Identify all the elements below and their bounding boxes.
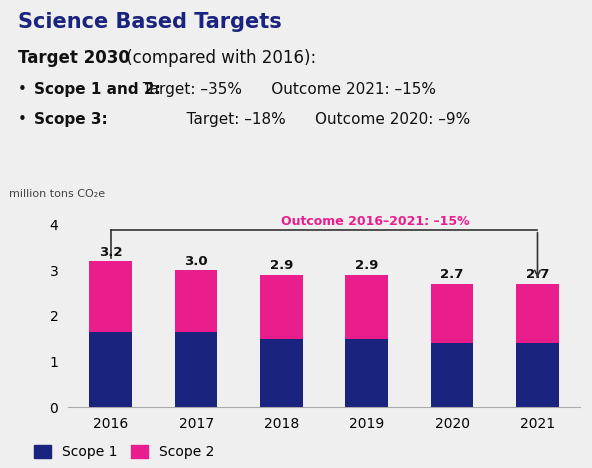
Text: •: •: [18, 82, 27, 97]
Text: 2.9: 2.9: [270, 259, 293, 272]
Text: Scope 1 and 2:: Scope 1 and 2:: [34, 82, 161, 97]
Bar: [516, 343, 559, 407]
Bar: [346, 338, 388, 407]
Bar: [175, 332, 217, 407]
Bar: [89, 261, 132, 332]
Bar: [260, 275, 303, 338]
Text: Scope 3:: Scope 3:: [34, 112, 108, 127]
Text: Science Based Targets: Science Based Targets: [18, 12, 282, 32]
Text: 2.9: 2.9: [355, 259, 378, 272]
Text: million tons CO₂e: million tons CO₂e: [9, 189, 105, 199]
Text: •: •: [18, 112, 27, 127]
Legend: Scope 1, Scope 2: Scope 1, Scope 2: [34, 445, 214, 459]
Bar: [516, 284, 559, 343]
Text: 3.2: 3.2: [99, 246, 123, 259]
Text: 3.0: 3.0: [184, 255, 208, 268]
Text: Target 2030: Target 2030: [18, 49, 130, 67]
Text: Target: –18%      Outcome 2020: –9%: Target: –18% Outcome 2020: –9%: [133, 112, 471, 127]
Text: 2.7: 2.7: [526, 269, 549, 281]
Bar: [260, 338, 303, 407]
Text: (compared with 2016):: (compared with 2016):: [121, 49, 317, 67]
Text: Outcome 2016–2021: –15%: Outcome 2016–2021: –15%: [281, 215, 469, 228]
Bar: [346, 275, 388, 338]
Text: 2.7: 2.7: [440, 269, 464, 281]
Bar: [89, 332, 132, 407]
Bar: [431, 343, 474, 407]
Text: Target: –35%      Outcome 2021: –15%: Target: –35% Outcome 2021: –15%: [133, 82, 436, 97]
Bar: [431, 284, 474, 343]
Bar: [175, 270, 217, 332]
